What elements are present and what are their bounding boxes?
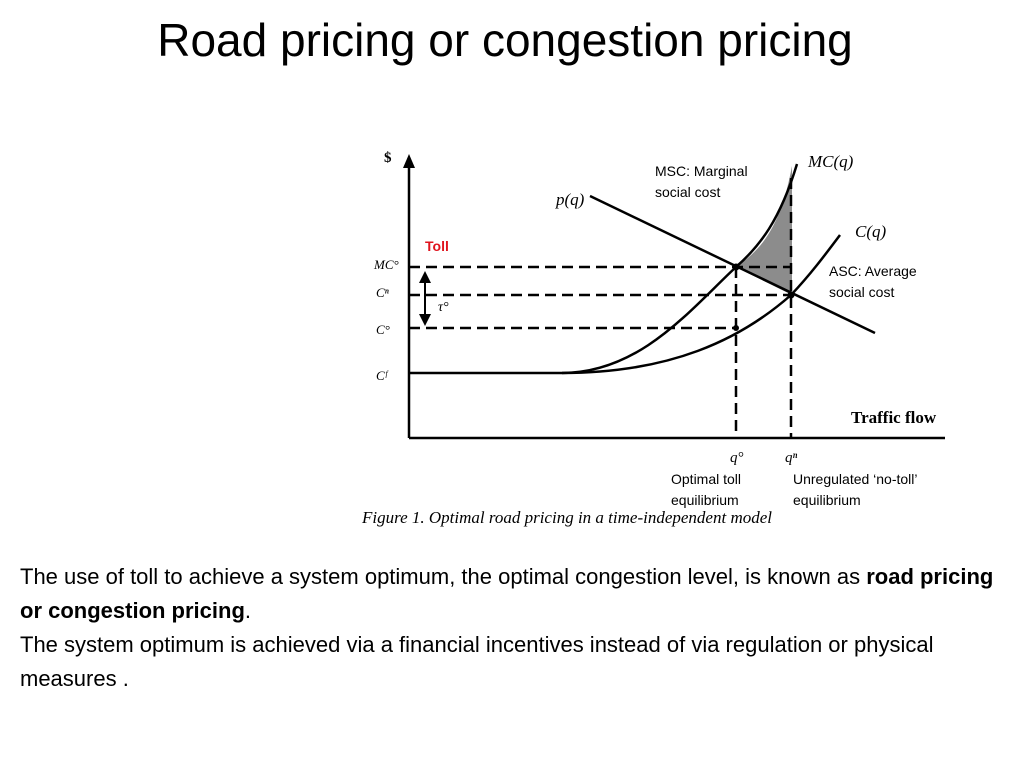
paragraph-1-end: . [244, 598, 252, 623]
paragraph-1: The use of toll to achieve a system opti… [20, 560, 1010, 628]
toll-arrow-down [419, 314, 431, 326]
toll-arrow-up [419, 271, 431, 283]
tau-label: τ° [438, 300, 449, 315]
x-tick-qn: qⁿ [785, 450, 798, 466]
optimal-annotation-line1: Optimal toll [671, 471, 742, 487]
asc-annotation-line1: ASC: Average [829, 263, 917, 279]
y-axis-label: $ [384, 150, 392, 166]
optimal-annotation-line2: equilibrium [671, 492, 739, 508]
mc-curve-label: MC(q) [808, 152, 854, 171]
demand-curve [589, 194, 876, 335]
toll-label: Toll [425, 238, 449, 254]
demand-curve-label: p(q) [556, 190, 585, 209]
msc-annotation-line1: MSC: Marginal [655, 163, 748, 179]
y-tick-cn: Cⁿ [376, 285, 389, 300]
y-axis-arrow [403, 154, 415, 168]
slide-title: Road pricing or congestion pricing [157, 14, 853, 66]
unregulated-point [787, 291, 795, 299]
congestion-pricing-figure: $ Traffic flow MC° Cⁿ C° Cᶠ q° qⁿ Toll τ… [340, 140, 960, 540]
paragraph-2: The system optimum is achieved via a fin… [20, 632, 934, 691]
asc-annotation-line2: social cost [829, 284, 895, 300]
co-point [733, 325, 739, 331]
c-curve-label: C(q) [855, 222, 887, 241]
body-text: The use of toll to achieve a system opti… [20, 560, 1010, 696]
unregulated-annotation-line1: Unregulated ‘no-toll’ [793, 471, 918, 487]
key-term: road pricing or congestion pricing [20, 564, 994, 623]
paragraph-1-text: The use of toll to achieve a system opti… [20, 564, 867, 589]
y-tick-cf: Cᶠ [376, 368, 387, 383]
shaded-region [736, 166, 792, 295]
y-tick-co: C° [376, 322, 390, 337]
c-curve [561, 234, 841, 375]
optimal-point [732, 263, 740, 271]
diagram-canvas [403, 154, 945, 440]
x-tick-qo: q° [730, 450, 744, 466]
unregulated-annotation-line2: equilibrium [793, 492, 861, 508]
x-axis-label: Traffic flow [851, 408, 937, 427]
mc-curve [561, 163, 799, 375]
y-tick-mco: MC° [374, 257, 399, 272]
figure-caption: Figure 1. Optimal road pricing in a time… [362, 508, 772, 527]
msc-annotation-line2: social cost [655, 184, 721, 200]
